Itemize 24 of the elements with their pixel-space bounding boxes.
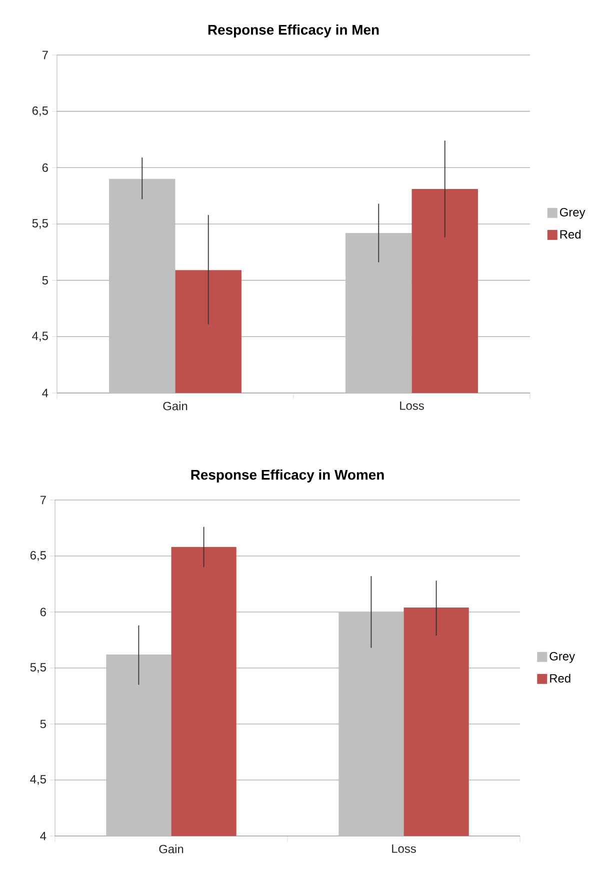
y-tick-label: 7: [40, 496, 46, 504]
y-tick-label: 5,5: [32, 219, 48, 229]
y-tick-label: 4: [42, 388, 48, 398]
y-tick-label: 4: [40, 832, 46, 840]
legend-label: Red: [560, 230, 581, 239]
x-tick-label: Gain: [159, 844, 184, 854]
y-tick-label: 4,5: [32, 332, 48, 342]
legend-label: Red: [550, 674, 570, 683]
y-tick-label: 6: [42, 163, 48, 172]
y-tick-label: 7: [42, 50, 48, 60]
x-tick-label: Loss: [400, 402, 424, 410]
y-tick-label: 6,5: [32, 106, 48, 116]
chart-title: Response Efficacy in Men: [208, 24, 379, 38]
y-tick-label: 5,5: [30, 663, 46, 673]
y-tick-label: 6,5: [30, 551, 46, 561]
legend-label: Grey: [550, 652, 576, 663]
x-tick-label: Gain: [163, 402, 188, 410]
y-tick-label: 4,5: [30, 775, 46, 785]
legend-label: Grey: [560, 208, 586, 219]
y-tick-label: 5: [40, 720, 46, 728]
chart-title: Response Efficacy in Women: [191, 469, 384, 482]
x-tick-label: Loss: [392, 844, 416, 853]
y-tick-label: 5: [42, 276, 48, 284]
y-tick-label: 6: [40, 608, 46, 616]
